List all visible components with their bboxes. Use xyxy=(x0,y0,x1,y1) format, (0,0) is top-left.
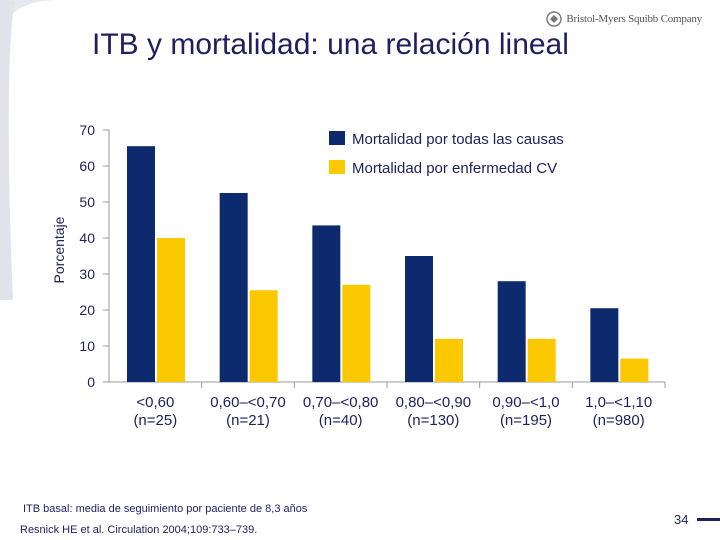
x-tick-label: 0,70–<0,80 xyxy=(303,394,379,411)
x-tick-label: 0,60–<0,70 xyxy=(210,394,286,411)
slide-title: ITB y mortalidad: una relación lineal xyxy=(92,28,569,61)
x-tick-sample-size: (n=130) xyxy=(407,412,459,429)
bar-cv-4 xyxy=(527,338,556,382)
bar-cv-1 xyxy=(249,290,278,382)
citation: Resnick HE et al. Circulation 2004;109:7… xyxy=(20,524,258,536)
x-tick-sample-size: (n=25) xyxy=(133,412,177,429)
bar-cv-3 xyxy=(435,338,463,382)
bar-all-cause-3 xyxy=(405,256,433,382)
x-tick-sample-size: (n=21) xyxy=(226,412,270,429)
x-tick-label: 0,90–<1,0 xyxy=(492,394,559,411)
x-tick-label: 0,80–<0,90 xyxy=(396,394,472,411)
legend-label-0: Mortalidad por todas las causas xyxy=(352,131,564,148)
company-logo: Bristol-Myers Squibb Company xyxy=(546,11,702,27)
legend-swatch-0 xyxy=(329,131,345,145)
x-tick-sample-size: (n=980) xyxy=(593,412,645,429)
y-tick-label: 20 xyxy=(79,302,95,318)
x-tick-label: <0,60 xyxy=(136,394,174,411)
y-tick-label: 70 xyxy=(79,122,95,138)
logo-text: Bristol-Myers Squibb Company xyxy=(566,13,702,25)
x-tick-sample-size: (n=195) xyxy=(500,412,552,429)
bar-all-cause-0 xyxy=(127,146,155,382)
y-tick-label: 10 xyxy=(79,338,95,354)
x-tick-sample-size: (n=40) xyxy=(319,412,363,429)
y-tick-label: 40 xyxy=(79,230,95,246)
bar-all-cause-2 xyxy=(312,225,341,382)
y-tick-label: 30 xyxy=(79,266,95,282)
bar-cv-0 xyxy=(157,238,185,382)
y-tick-label: 50 xyxy=(79,194,95,210)
x-tick-label: 1,0–<1,10 xyxy=(585,394,652,411)
page-number: 34 xyxy=(674,512,689,527)
page-number-rule xyxy=(697,518,720,521)
decorative-curve xyxy=(0,0,60,300)
bar-cv-5 xyxy=(620,358,649,382)
bar-cv-2 xyxy=(342,284,371,382)
bar-all-cause-4 xyxy=(497,281,526,382)
bar-all-cause-1 xyxy=(219,193,248,382)
footnote: ITB basal: media de seguimiento por paci… xyxy=(23,503,308,515)
y-tick-label: 60 xyxy=(79,158,95,174)
y-tick-label: 0 xyxy=(87,374,95,390)
legend-label-1: Mortalidad por enfermedad CV xyxy=(352,160,557,177)
bar-all-cause-5 xyxy=(590,308,619,382)
logo-mark-icon xyxy=(546,11,563,27)
legend-swatch-1 xyxy=(329,160,345,174)
